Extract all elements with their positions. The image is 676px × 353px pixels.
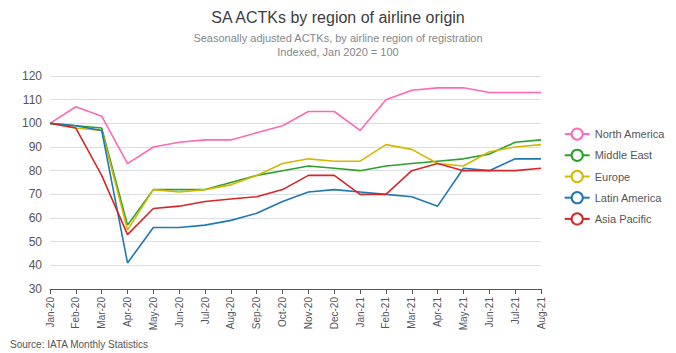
svg-text:Seasonally adjusted ACTKs, by: Seasonally adjusted ACTKs, by airline re…: [193, 32, 482, 44]
svg-text:110: 110: [23, 93, 42, 107]
svg-text:Aug-20: Aug-20: [225, 297, 236, 330]
svg-text:70: 70: [29, 187, 43, 201]
svg-text:Jun-21: Jun-21: [484, 297, 495, 328]
svg-text:100: 100: [22, 116, 42, 130]
svg-text:40: 40: [29, 258, 43, 272]
svg-text:Mar-21: Mar-21: [406, 297, 417, 329]
svg-text:Jul-20: Jul-20: [200, 297, 211, 325]
svg-text:Nov-20: Nov-20: [303, 297, 314, 330]
svg-text:Latin America: Latin America: [595, 192, 663, 204]
svg-text:Europe: Europe: [595, 171, 630, 183]
svg-text:May-20: May-20: [148, 297, 159, 331]
svg-text:Jul-21: Jul-21: [510, 297, 521, 325]
svg-text:Jan-20: Jan-20: [45, 297, 56, 328]
svg-text:Jan-21: Jan-21: [355, 297, 366, 328]
svg-text:Oct-20: Oct-20: [277, 297, 288, 327]
svg-text:30: 30: [29, 282, 43, 296]
svg-text:Feb-20: Feb-20: [70, 297, 81, 329]
svg-text:Middle East: Middle East: [595, 149, 652, 161]
svg-text:Aug-21: Aug-21: [536, 297, 547, 330]
svg-text:Asia Pacific: Asia Pacific: [595, 213, 652, 225]
svg-text:Apr-20: Apr-20: [122, 297, 133, 327]
svg-text:SA ACTKs by region of airline: SA ACTKs by region of airline origin: [211, 9, 464, 26]
svg-text:Sep-20: Sep-20: [251, 297, 262, 330]
svg-text:Source: IATA Monthly Statistic: Source: IATA Monthly Statistics: [10, 339, 148, 350]
svg-text:120: 120: [22, 69, 42, 83]
svg-text:60: 60: [29, 211, 43, 225]
svg-text:Indexed, Jan 2020 = 100: Indexed, Jan 2020 = 100: [277, 46, 398, 58]
svg-text:90: 90: [29, 140, 43, 154]
svg-text:Feb-21: Feb-21: [380, 297, 391, 329]
svg-text:Jun-20: Jun-20: [174, 297, 185, 328]
svg-text:Dec-20: Dec-20: [329, 297, 340, 330]
svg-text:May-21: May-21: [458, 297, 469, 331]
svg-text:North America: North America: [595, 128, 666, 140]
svg-text:Apr-21: Apr-21: [432, 297, 443, 327]
svg-text:50: 50: [29, 235, 43, 249]
svg-text:Mar-20: Mar-20: [96, 297, 107, 329]
svg-text:80: 80: [29, 164, 43, 178]
